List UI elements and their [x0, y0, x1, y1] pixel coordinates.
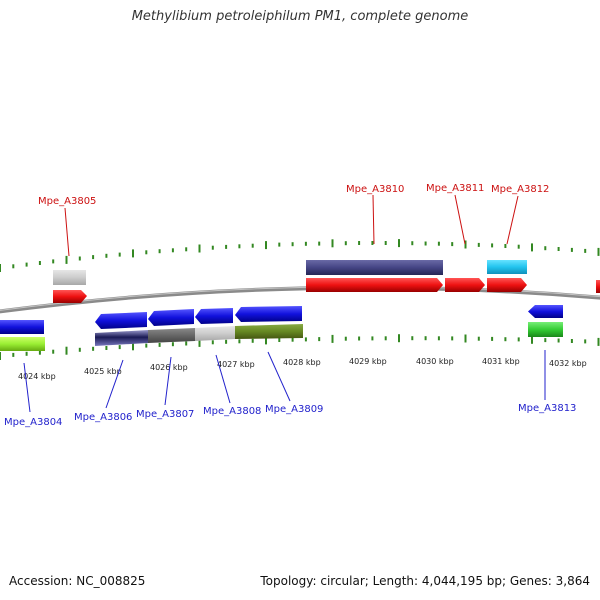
gene-label-bottom[interactable]: Mpe_A3809 [265, 404, 323, 415]
feature-block-navy[interactable] [95, 330, 148, 346]
kbp-label: 4025 kbp [84, 367, 122, 376]
feature-block-purple[interactable] [306, 260, 443, 275]
gene-label-top[interactable]: Mpe_A3805 [38, 196, 96, 207]
gene-label-top[interactable]: Mpe_A3812 [491, 184, 549, 195]
kbp-label: 4028 kbp [283, 358, 321, 367]
leader-lines [23, 194, 546, 413]
feature-block-darkgray[interactable] [148, 328, 195, 343]
kbp-label: 4031 kbp [482, 357, 520, 366]
kbp-label: 4027 kbp [217, 360, 255, 369]
gene-label-bottom[interactable]: Mpe_A3804 [4, 417, 62, 428]
kbp-label: 4030 kbp [416, 357, 454, 366]
gene-arrow-mpe-a3805[interactable] [53, 290, 87, 303]
feature-block-olive[interactable] [235, 324, 303, 339]
gene-arrow-mpe-a3806[interactable] [95, 312, 147, 329]
kbp-label: 4024 kbp [18, 372, 56, 381]
gene-arrow-mpe-a3812[interactable] [487, 278, 527, 292]
accession-text: Accession: NC_008825 [9, 574, 146, 588]
gene-arrow-mpe-a3811[interactable] [445, 278, 485, 292]
feature-block-green[interactable] [528, 322, 563, 337]
tick-marks-top [0, 239, 600, 272]
gene-arrow-partial[interactable] [596, 280, 600, 293]
gene-label-bottom[interactable]: Mpe_A3806 [74, 412, 132, 423]
map-title: Methylibium petroleiphilum PM1, complete… [131, 9, 469, 24]
feature-block-lime[interactable] [0, 337, 45, 351]
gene-arrow-mpe-a3810[interactable] [306, 278, 443, 292]
gene-arrow-mpe-a3807[interactable] [148, 309, 194, 326]
gene-label-top[interactable]: Mpe_A3811 [426, 183, 484, 194]
gene-labels: Mpe_A3805 Mpe_A3810 Mpe_A3811 Mpe_A3812 … [4, 183, 576, 428]
forward-strand-genes [53, 260, 600, 303]
gene-label-bottom[interactable]: Mpe_A3807 [136, 409, 194, 420]
kbp-label: 4026 kbp [150, 363, 188, 372]
kbp-label: 4029 kbp [349, 357, 387, 366]
feature-block-cyan[interactable] [487, 260, 527, 274]
gene-arrow-mpe-a3813[interactable] [528, 305, 563, 318]
scale-labels: 4024 kbp 4025 kbp 4026 kbp 4027 kbp 4028… [18, 357, 587, 381]
kbp-label: 4032 kbp [549, 359, 587, 368]
reverse-strand-genes [0, 305, 563, 351]
genome-info-text: Topology: circular; Length: 4,044,195 bp… [260, 574, 590, 588]
feature-block-gray[interactable] [53, 270, 86, 285]
feature-block-lightgray[interactable] [195, 326, 235, 341]
gene-arrow-mpe-a3804[interactable] [0, 320, 44, 334]
tick-marks-bottom [0, 334, 600, 360]
gene-label-bottom[interactable]: Mpe_A3808 [203, 406, 261, 417]
gene-label-top[interactable]: Mpe_A3810 [346, 184, 404, 195]
gene-label-bottom[interactable]: Mpe_A3813 [518, 403, 576, 414]
gene-arrow-mpe-a3809[interactable] [235, 306, 302, 322]
gene-arrow-mpe-a3808[interactable] [195, 308, 233, 324]
